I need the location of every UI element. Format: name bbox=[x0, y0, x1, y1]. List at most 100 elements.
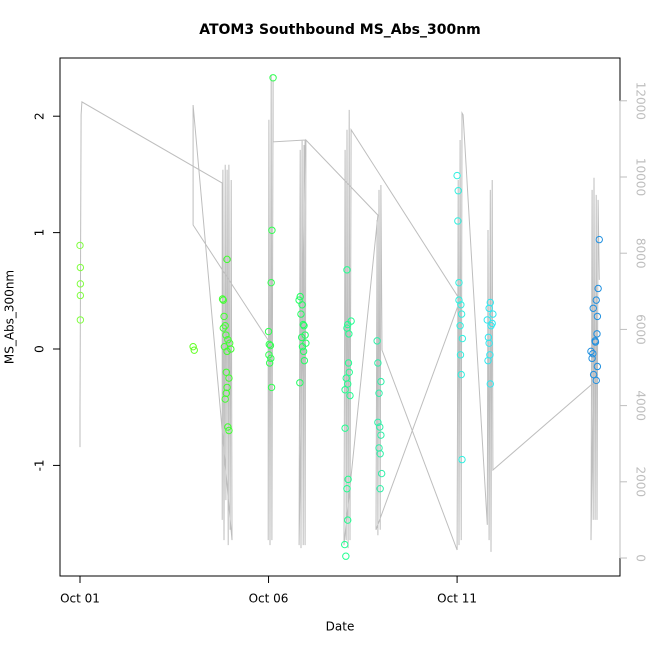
y2-tick-label: 2000 bbox=[634, 467, 648, 498]
data-point bbox=[300, 322, 308, 330]
data-point bbox=[298, 301, 306, 309]
data-point bbox=[221, 322, 229, 330]
data-point bbox=[593, 362, 602, 371]
data-point bbox=[225, 426, 233, 435]
y-tick-label: -1 bbox=[33, 459, 47, 471]
data-point bbox=[296, 379, 304, 387]
data-point bbox=[344, 475, 352, 484]
y2-tick-label: 0 bbox=[634, 554, 648, 562]
y2-tick-label: 12000 bbox=[634, 82, 648, 120]
x-axis-label: Date bbox=[326, 620, 355, 634]
x-tick-label: Oct 11 bbox=[437, 592, 477, 606]
data-point bbox=[189, 342, 197, 351]
data-point bbox=[265, 351, 273, 359]
data-point bbox=[587, 347, 595, 356]
data-point bbox=[457, 310, 466, 318]
data-point bbox=[483, 316, 491, 324]
data-point bbox=[484, 333, 493, 342]
data-point bbox=[219, 296, 227, 304]
altitude-line bbox=[79, 74, 600, 552]
data-point bbox=[267, 383, 276, 392]
data-point bbox=[225, 374, 233, 382]
data-point bbox=[593, 312, 602, 321]
data-point bbox=[594, 284, 602, 293]
data-point bbox=[455, 278, 463, 287]
data-point bbox=[223, 347, 231, 356]
data-point bbox=[592, 376, 600, 385]
y2-tick-label: 4000 bbox=[634, 390, 648, 421]
data-point bbox=[223, 255, 231, 264]
data-point bbox=[264, 327, 273, 336]
data-point bbox=[454, 217, 462, 225]
data-point bbox=[345, 330, 353, 338]
data-point bbox=[342, 552, 350, 560]
data-point bbox=[265, 340, 273, 349]
data-point bbox=[265, 359, 274, 367]
data-point bbox=[374, 359, 382, 367]
y-tick-label: 1 bbox=[33, 229, 47, 237]
data-point bbox=[341, 424, 349, 432]
data-point bbox=[341, 540, 349, 549]
data-point bbox=[299, 320, 307, 329]
data-point bbox=[485, 339, 493, 347]
data-point bbox=[344, 516, 352, 524]
x-tick-label: Oct 06 bbox=[249, 592, 289, 606]
data-point bbox=[343, 484, 351, 493]
data-point bbox=[485, 304, 493, 312]
data-point bbox=[344, 359, 353, 367]
data-point bbox=[595, 235, 603, 244]
data-point bbox=[219, 324, 227, 332]
data-point bbox=[343, 266, 351, 274]
data-point bbox=[456, 351, 465, 359]
data-point bbox=[345, 368, 353, 376]
data-point bbox=[457, 301, 465, 309]
data-point bbox=[591, 338, 600, 346]
data-point bbox=[346, 391, 354, 400]
data-point bbox=[484, 356, 492, 365]
x-tick-label: Oct 01 bbox=[60, 592, 100, 606]
data-point bbox=[76, 280, 85, 288]
data-point bbox=[458, 334, 467, 343]
data-point bbox=[222, 331, 230, 339]
data-point bbox=[76, 241, 84, 250]
data-point bbox=[266, 341, 275, 350]
data-point bbox=[376, 484, 384, 493]
data-point bbox=[344, 320, 352, 329]
data-point bbox=[269, 74, 277, 82]
data-point bbox=[220, 312, 228, 321]
data-point bbox=[373, 337, 381, 345]
data-point bbox=[377, 431, 385, 439]
data-point bbox=[589, 304, 597, 312]
data-point bbox=[487, 322, 495, 330]
data-point bbox=[76, 316, 85, 324]
data-point bbox=[458, 455, 466, 464]
y2-tick-label: 6000 bbox=[634, 314, 648, 345]
y-tick-label: 0 bbox=[33, 345, 47, 353]
data-point bbox=[588, 354, 596, 363]
y2-tick-label: 10000 bbox=[634, 158, 648, 196]
data-point bbox=[374, 418, 382, 427]
data-point bbox=[453, 171, 461, 180]
data-point bbox=[223, 383, 231, 392]
y-axis-label: MS_Abs_300nm bbox=[3, 270, 17, 364]
data-point bbox=[589, 349, 597, 358]
data-point bbox=[190, 346, 198, 354]
data-point bbox=[221, 395, 229, 403]
y-tick-label: 2 bbox=[33, 112, 47, 120]
data-point bbox=[218, 295, 227, 303]
data-point bbox=[297, 310, 305, 318]
data-point bbox=[76, 291, 85, 300]
data-point bbox=[224, 335, 232, 344]
data-point bbox=[268, 226, 276, 234]
data-point bbox=[298, 333, 306, 342]
data-point bbox=[227, 345, 235, 353]
data-point bbox=[267, 278, 275, 287]
data-point bbox=[589, 370, 598, 379]
data-point bbox=[375, 389, 383, 397]
data-point bbox=[299, 347, 308, 356]
data-point bbox=[486, 380, 494, 388]
data-point bbox=[298, 342, 307, 351]
data-point bbox=[267, 354, 275, 363]
